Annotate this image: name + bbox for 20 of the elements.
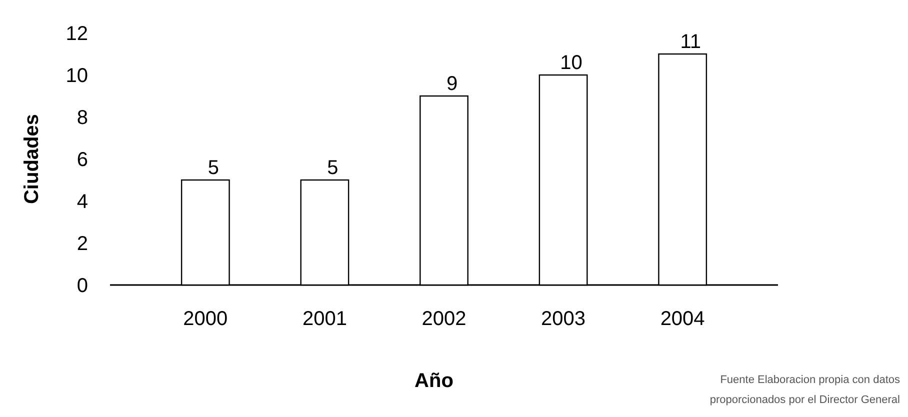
y-tick-label: 4	[76, 191, 88, 213]
y-tick-label: 6	[76, 149, 88, 171]
x-tick-label: 2004	[660, 308, 705, 330]
data-label: 5	[208, 157, 219, 179]
x-tick-label: 2000	[183, 308, 228, 330]
x-tick-label: 2002	[422, 308, 466, 330]
y-axis-title: Ciudades	[21, 114, 43, 204]
y-tick-label: 12	[66, 23, 88, 45]
data-label: 11	[680, 31, 701, 53]
source-note: Fuente Elaboracion propia con datos proporcionados por el Director General	[710, 374, 900, 406]
data-label: 5	[327, 157, 338, 179]
y-tick-label: 2	[76, 233, 88, 255]
data-label: 9	[446, 73, 458, 95]
x-tick-label: 2003	[541, 308, 586, 330]
x-tick-label: 2001	[302, 308, 347, 330]
y-tick-label: 10	[66, 65, 88, 87]
data-label: 10	[560, 52, 582, 74]
y-tick-label: 0	[76, 275, 88, 297]
y-tick-label: 8	[76, 107, 88, 129]
x-axis-title: Año	[414, 370, 454, 392]
